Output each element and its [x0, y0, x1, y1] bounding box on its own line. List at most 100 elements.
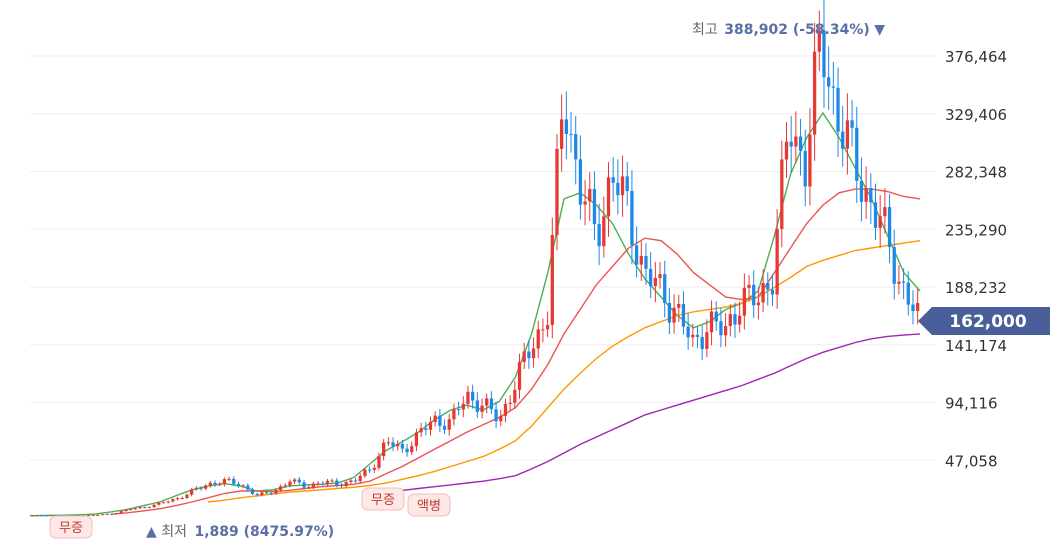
candle-body: [653, 278, 657, 287]
candle-body: [709, 311, 714, 333]
candle-body: [396, 444, 400, 447]
candle-body: [189, 489, 194, 495]
candle-body: [471, 391, 475, 401]
candle-body: [115, 513, 119, 515]
y-tick-label: 282,348: [945, 164, 1007, 182]
candle-body: [738, 315, 742, 325]
candle-body: [438, 415, 442, 426]
candle-body: [152, 504, 156, 508]
candle-body: [302, 482, 306, 488]
ma20-line: [110, 188, 921, 515]
candle-body: [194, 488, 198, 490]
ma120-line: [369, 333, 921, 495]
candle-body: [728, 314, 732, 327]
candle-body: [869, 188, 873, 203]
candle-body: [485, 398, 489, 406]
low-annotation-prefix: 최저: [161, 524, 187, 540]
candle-body: [456, 409, 461, 411]
candle-body: [564, 119, 568, 135]
candle-body: [864, 188, 868, 202]
candle-body: [461, 403, 465, 410]
candle-body: [288, 481, 292, 486]
candle-body: [119, 511, 123, 514]
candle-body: [911, 304, 915, 312]
candle-body: [569, 134, 573, 136]
candle-body: [855, 127, 859, 181]
candle-body: [620, 176, 625, 196]
candle-body: [634, 245, 639, 265]
moving-average-lines: [29, 111, 921, 517]
candle-body: [86, 514, 91, 516]
candle-body: [372, 467, 376, 470]
candle-body: [129, 509, 133, 511]
candle-body: [845, 120, 850, 149]
candle-body: [630, 191, 634, 246]
candle-body: [625, 176, 629, 192]
candle-body: [208, 482, 212, 486]
event-badge-1-text: 무증: [59, 521, 83, 536]
candle-body: [541, 329, 545, 331]
candle-body: [897, 281, 901, 284]
candle-body: [906, 282, 910, 305]
candle-body: [321, 483, 325, 485]
candle-body: [410, 446, 414, 453]
candle-body: [649, 268, 653, 287]
candle-body: [606, 177, 611, 217]
candle-body: [367, 469, 372, 471]
candle-body: [110, 513, 114, 515]
candle-body: [700, 336, 704, 350]
candle-body: [157, 502, 161, 505]
candle-body: [138, 507, 142, 509]
candle-body: [218, 484, 222, 486]
current-price-tag: 162,000: [918, 307, 1050, 335]
candle-body: [691, 334, 695, 338]
candle-body: [667, 303, 672, 323]
candle-body: [278, 486, 283, 491]
candle-body: [269, 492, 273, 494]
candle-body: [878, 216, 882, 228]
high-annotation-prefix: 최고: [692, 22, 718, 38]
candle-body: [770, 289, 775, 295]
candle-body: [677, 303, 681, 308]
candle-body: [35, 515, 39, 517]
candle-body: [531, 348, 536, 359]
candle-body: [255, 493, 259, 496]
event-badge-2-text: 무증: [371, 493, 395, 508]
candle-body: [723, 326, 728, 336]
candle-body: [363, 469, 367, 476]
candle-body: [227, 478, 231, 480]
candle-body: [597, 224, 601, 247]
candle-body: [513, 389, 517, 403]
candle-body: [241, 485, 245, 487]
candle-body: [325, 480, 330, 484]
candle-body: [555, 148, 559, 235]
high-annotation-value: 388,902 (-58.34%): [724, 22, 870, 38]
candle-body: [100, 514, 105, 516]
candle-body: [382, 442, 386, 457]
event-badge-1: 무증: [49, 515, 93, 539]
candle-body: [391, 442, 395, 447]
candle-body: [213, 482, 217, 485]
candle-body: [705, 332, 709, 350]
candle-body: [283, 485, 287, 487]
low-annotation: ▲ 최저 1,889 (8475.97%): [146, 524, 334, 540]
candle-body: [588, 188, 592, 202]
candle-body: [798, 136, 803, 151]
svg-text:최고 388,902 (-58.34%): 최고 388,902 (-58.34%) ▼: [692, 22, 885, 38]
candle-body: [133, 508, 138, 510]
candle-body: [916, 303, 920, 312]
candle-body: [836, 87, 840, 132]
candle-body: [339, 485, 344, 487]
candle-body: [841, 131, 845, 149]
y-tick-label: 235,290: [945, 221, 1007, 239]
candle-body: [91, 514, 95, 516]
candle-body: [307, 487, 311, 489]
candle-body: [44, 515, 49, 517]
event-badge-3-text: 액병: [417, 499, 441, 514]
candle-body: [592, 188, 597, 225]
candle-body: [616, 182, 620, 196]
candle-body: [892, 247, 896, 284]
ma60-line: [207, 240, 921, 503]
candle-body: [40, 515, 44, 517]
